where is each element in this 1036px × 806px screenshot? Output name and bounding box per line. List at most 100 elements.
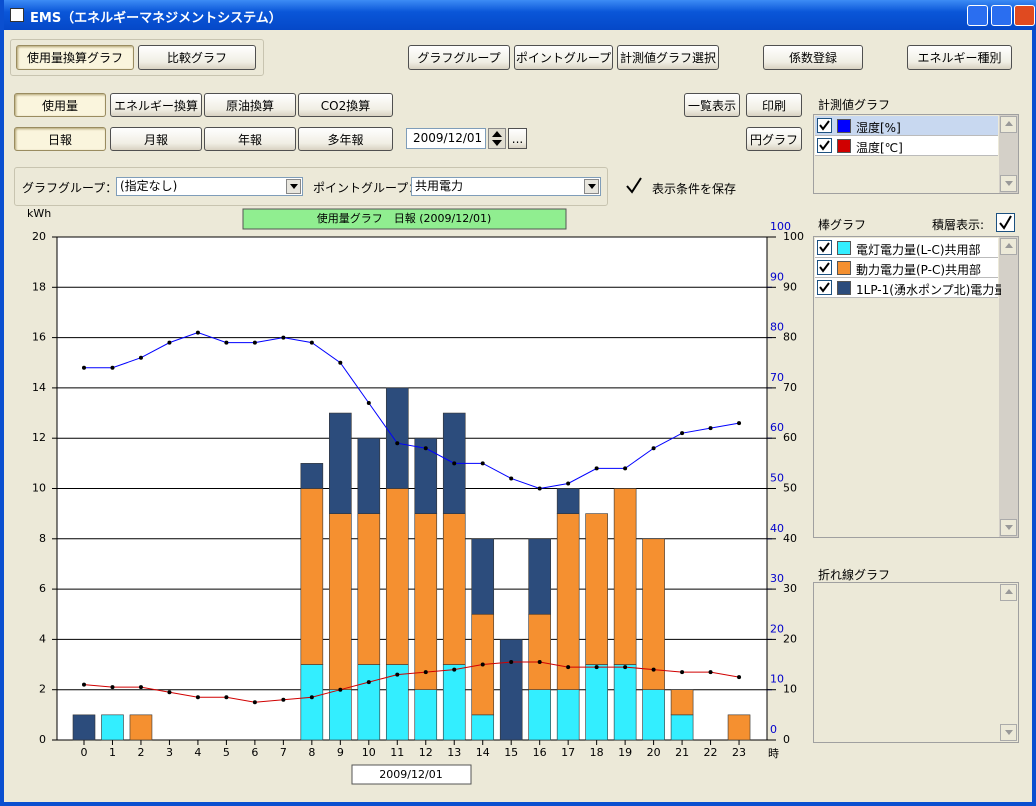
y2-tick-label: 0 (770, 723, 777, 736)
close-button[interactable] (1014, 5, 1035, 26)
legend-item[interactable]: 温度[℃] (815, 136, 998, 156)
x-tick-label: 18 (590, 746, 604, 759)
bar-segment (471, 538, 495, 615)
legend-checkbox[interactable] (817, 260, 832, 275)
tab-button[interactable]: 使用量換算グラフ (16, 45, 134, 70)
app-icon (10, 8, 24, 22)
bar-segment (727, 714, 751, 741)
unit-button[interactable]: エネルギー換算 (110, 93, 202, 117)
print-button[interactable]: 印刷 (746, 93, 802, 117)
bar-segment (329, 689, 352, 741)
date-input[interactable]: 2009/12/01 (406, 128, 486, 149)
legend-checkbox[interactable] (817, 118, 832, 133)
line-point (309, 340, 314, 345)
legend-swatch (837, 261, 851, 275)
period-button[interactable]: 多年報 (298, 127, 393, 151)
save-label: 表示条件を保存 (652, 182, 737, 196)
line-point (623, 665, 628, 670)
legend-item[interactable]: 電灯電力量(L-C)共用部 (815, 238, 998, 258)
y2-tick-label: 50 (770, 472, 784, 485)
y2-tick-label: 30 (770, 572, 784, 585)
line-point (110, 365, 115, 370)
y2-tick-label: 90 (770, 270, 784, 283)
x-caption: 2009/12/01 (379, 768, 442, 781)
bar-segment (556, 488, 580, 514)
legend-item[interactable]: 湿度[%] (815, 116, 998, 136)
graph-group-label: グラフグループ： (22, 181, 118, 195)
bar-segment (300, 664, 324, 741)
line-point (651, 667, 656, 672)
x-caption-box (351, 764, 472, 785)
line-point (423, 670, 428, 675)
y3-tick-label: 90 (783, 280, 797, 293)
line-point (509, 660, 514, 665)
legend-checkbox[interactable] (817, 138, 832, 153)
bar-segment (300, 488, 324, 665)
unit-button[interactable]: 使用量 (14, 93, 106, 117)
period-button[interactable]: 月報 (110, 127, 202, 151)
bar-segment (528, 613, 551, 690)
y2-tick-label: 10 (770, 673, 784, 686)
line-point (509, 476, 514, 481)
line-point (594, 665, 599, 670)
line-point (680, 670, 685, 675)
bar-segment (556, 689, 580, 741)
legend-item[interactable]: 1LP-1(湧水ポンプ北)電力量 (815, 278, 1001, 298)
chart-title-box (242, 208, 567, 230)
toolbar-button[interactable]: ポイントグループ (514, 45, 613, 70)
y-tick-label: 0 (39, 733, 46, 746)
bar-segment (300, 463, 324, 489)
x-tick-label: 20 (647, 746, 661, 759)
bar-segment (357, 513, 381, 665)
line-point (708, 426, 713, 431)
pie-chart-button[interactable]: 円グラフ (746, 127, 802, 151)
maximize-button[interactable] (991, 5, 1012, 26)
line-point (338, 687, 343, 692)
x-tick-label: 17 (561, 746, 575, 759)
y2-tick-label: 80 (770, 321, 784, 334)
y-axis-label: kWh (27, 207, 51, 220)
legend-label: 湿度[%] (856, 121, 901, 135)
legend-checkbox[interactable] (817, 280, 832, 295)
date-spinner[interactable] (488, 128, 506, 149)
line-point (195, 695, 200, 700)
minimize-button[interactable] (967, 5, 988, 26)
legend-item[interactable]: 動力電力量(P-C)共用部 (815, 258, 998, 278)
toolbar-button[interactable]: 計測値グラフ選択 (617, 45, 719, 70)
y2-tick-label: 70 (770, 371, 784, 384)
line-point (167, 690, 172, 695)
toolbar-button[interactable]: グラフグループ (408, 45, 510, 70)
x-tick-label: 21 (675, 746, 689, 759)
point-group-label: ポイントグループ： (313, 181, 421, 195)
bar-segment (528, 538, 551, 615)
unit-button[interactable]: CO2換算 (298, 93, 393, 117)
graph-group-combo[interactable]: (指定なし) (116, 177, 303, 196)
date-picker-button[interactable]: ... (508, 128, 527, 149)
toolbar-button[interactable]: 係数登録 (763, 45, 863, 70)
bar-segment (642, 689, 665, 741)
bar-segment (101, 714, 124, 741)
point-group-combo[interactable]: 共用電力 (411, 177, 601, 196)
list-view-button[interactable]: 一覧表示 (684, 93, 740, 117)
filter-group (14, 167, 608, 206)
combo-value: (指定なし) (120, 179, 178, 193)
bar-segment (442, 513, 466, 665)
y3-tick-label: 60 (783, 431, 797, 444)
line-point (566, 481, 571, 486)
toolbar-button[interactable]: エネルギー種別 (907, 45, 1012, 70)
y3-tick-label: 40 (783, 532, 797, 545)
period-button[interactable]: 日報 (14, 127, 106, 151)
x-tick-label: 6 (251, 746, 258, 759)
line-point (623, 466, 628, 471)
legend-checkbox[interactable] (817, 240, 832, 255)
bar-segment (471, 714, 495, 741)
save-checkbox[interactable] (624, 176, 644, 196)
stack-checkbox[interactable] (996, 213, 1016, 233)
y2-tick-label: 20 (770, 622, 784, 635)
line-point (537, 486, 542, 491)
line-point (480, 662, 485, 667)
period-button[interactable]: 年報 (204, 127, 296, 151)
x-tick-label: 9 (337, 746, 344, 759)
tab-button[interactable]: 比較グラフ (138, 45, 256, 70)
unit-button[interactable]: 原油換算 (204, 93, 296, 117)
